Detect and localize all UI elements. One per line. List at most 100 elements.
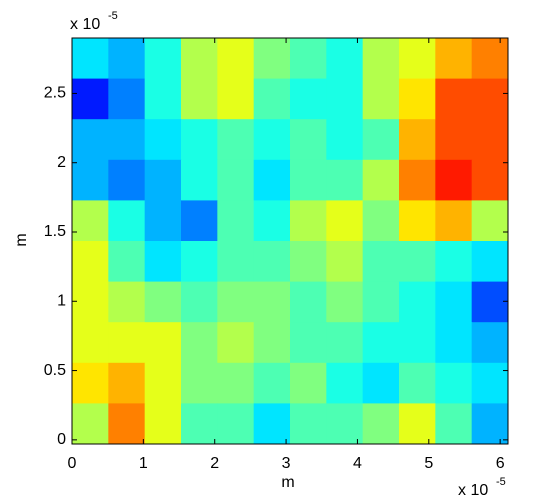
heat-cell — [290, 362, 327, 404]
heat-cell — [399, 159, 436, 201]
x-multiplier-base: x 10 — [458, 482, 488, 499]
heat-cell — [217, 78, 255, 120]
y-tick-label: 1.5 — [44, 223, 66, 240]
heat-cell — [253, 281, 291, 323]
heat-cell — [471, 38, 509, 80]
heat-cell — [326, 78, 364, 120]
heat-cell — [181, 119, 218, 161]
heat-cell — [144, 403, 182, 445]
heat-cell — [181, 403, 218, 445]
y-tick-label: 2.5 — [44, 85, 66, 102]
heat-cell — [217, 322, 255, 364]
heat-cell — [144, 281, 182, 323]
y-tick-label: 0 — [57, 431, 66, 448]
heat-cell — [362, 78, 400, 120]
heat-cell — [326, 38, 364, 80]
heat-cell — [326, 362, 364, 404]
heat-cell — [326, 119, 364, 161]
heat-cell — [181, 78, 218, 120]
x-axis-label: m — [281, 474, 294, 491]
heat-cell — [435, 241, 473, 283]
heat-cell — [217, 38, 255, 80]
heat-cell — [471, 403, 509, 445]
heat-cell — [108, 281, 146, 323]
heat-cell — [144, 78, 182, 120]
heat-cell — [471, 159, 509, 201]
heat-cell — [144, 159, 182, 201]
heat-cell — [72, 281, 109, 323]
heat-cell — [253, 159, 291, 201]
heat-cell — [326, 159, 364, 201]
heat-cell — [290, 78, 327, 120]
y-multiplier-base: x 10 — [70, 16, 100, 33]
heat-cell — [399, 281, 436, 323]
axes-frame — [71, 37, 509, 445]
heat-cell — [471, 78, 509, 120]
heat-cell — [471, 362, 509, 404]
heat-cell — [253, 38, 291, 80]
heat-cell — [471, 119, 509, 161]
heat-cell — [399, 78, 436, 120]
heat-cell — [144, 322, 182, 364]
heat-cell — [181, 362, 218, 404]
heat-cell — [435, 38, 473, 80]
x-tick-label: 6 — [496, 455, 505, 472]
heat-cell — [326, 281, 364, 323]
heat-cell — [362, 38, 400, 80]
heat-cell — [435, 403, 473, 445]
heat-cell — [72, 200, 109, 242]
heat-cell — [72, 241, 109, 283]
heat-cell — [253, 200, 291, 242]
heat-cell — [108, 119, 146, 161]
heat-cell — [290, 403, 327, 445]
heat-cell — [181, 322, 218, 364]
heat-cell — [108, 78, 146, 120]
heat-cell — [72, 159, 109, 201]
heat-cell — [217, 281, 255, 323]
heat-cell — [399, 322, 436, 364]
heat-cell — [108, 159, 146, 201]
heat-cell — [144, 241, 182, 283]
heat-cell — [72, 403, 109, 445]
heat-cell — [399, 200, 436, 242]
heat-cell — [72, 119, 109, 161]
heat-cell — [399, 403, 436, 445]
heat-cell — [144, 362, 182, 404]
heat-cell — [253, 241, 291, 283]
heat-cell — [326, 200, 364, 242]
heat-cell — [290, 119, 327, 161]
heat-cell — [435, 362, 473, 404]
y-tick-label: 1 — [57, 292, 66, 309]
y-tick-label: 0.5 — [44, 362, 66, 379]
heat-cell — [72, 322, 109, 364]
heat-cell — [253, 119, 291, 161]
heat-cell — [471, 200, 509, 242]
heat-cell — [399, 362, 436, 404]
heat-cell — [108, 200, 146, 242]
x-tick-label: 1 — [139, 455, 148, 472]
heat-cell — [290, 38, 327, 80]
heat-cell — [290, 281, 327, 323]
heat-cell — [435, 119, 473, 161]
heat-cell — [253, 362, 291, 404]
x-tick-label: 3 — [282, 455, 291, 472]
heat-cell — [217, 200, 255, 242]
heat-cell — [326, 241, 364, 283]
heat-cell — [362, 403, 400, 445]
heat-cell — [471, 281, 509, 323]
heat-cell — [253, 322, 291, 364]
y-multiplier-power: -5 — [108, 10, 118, 22]
heat-cell — [362, 119, 400, 161]
heat-cell — [399, 38, 436, 80]
heat-cell — [108, 241, 146, 283]
heat-cell — [362, 281, 400, 323]
heat-cell — [217, 362, 255, 404]
heat-cell — [362, 159, 400, 201]
heat-cell — [108, 403, 146, 445]
heat-cell — [435, 200, 473, 242]
heat-cell — [471, 322, 509, 364]
y-axis-label: m — [13, 233, 30, 246]
heat-cell — [181, 241, 218, 283]
heat-cell — [144, 200, 182, 242]
x-tick-label: 2 — [210, 455, 219, 472]
